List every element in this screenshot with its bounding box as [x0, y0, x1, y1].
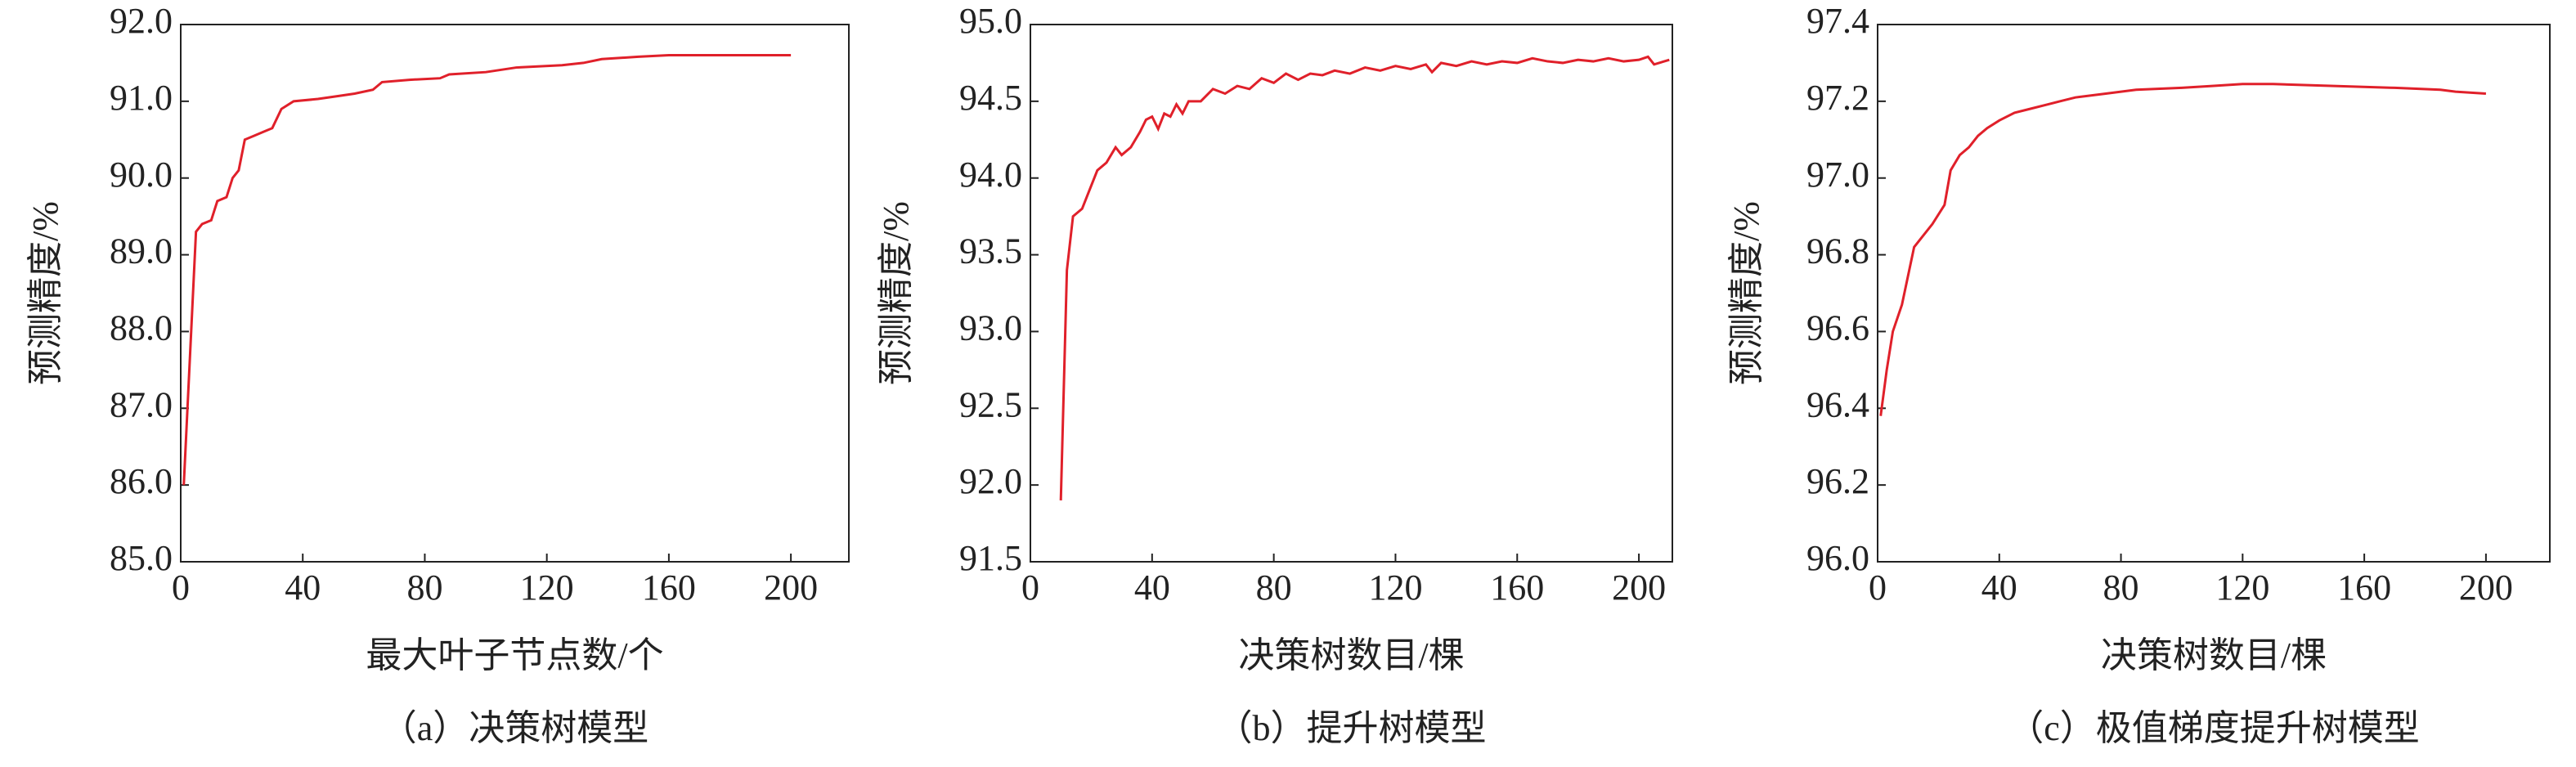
x-tick-label: 80 — [1256, 567, 1292, 608]
y-tick-label: 92.5 — [959, 384, 1022, 424]
x-tick-label: 200 — [764, 567, 818, 608]
y-tick-label: 97.2 — [1806, 78, 1869, 118]
y-tick-label: 96.8 — [1806, 231, 1869, 271]
x-axis-label: 决策树数目/棵 — [2101, 635, 2327, 675]
panel-caption: （c）极值梯度提升树模型 — [2008, 708, 2420, 748]
data-line — [1879, 83, 2486, 416]
x-tick-label: 160 — [2337, 567, 2391, 608]
plot-frame — [1877, 24, 2551, 563]
x-tick-label: 200 — [2459, 567, 2513, 608]
y-tick-label: 97.4 — [1806, 1, 1869, 41]
x-tick-label: 80 — [2103, 567, 2139, 608]
x-tick-label: 200 — [1612, 567, 1666, 608]
x-tick-label: 0 — [1021, 567, 1039, 608]
x-tick-label: 120 — [2215, 567, 2269, 608]
x-axis-label: 最大叶子节点数/个 — [366, 635, 663, 675]
y-axis-label: 预测精度/% — [1726, 201, 1766, 385]
y-tick-label: 93.5 — [959, 231, 1022, 271]
x-tick-label: 0 — [1869, 567, 1887, 608]
y-tick-label: 96.6 — [1806, 308, 1869, 348]
y-tick-label: 96.2 — [1806, 461, 1869, 501]
panel-caption: （a）决策树模型 — [381, 708, 649, 748]
x-tick-label: 80 — [406, 567, 442, 608]
x-tick-label: 40 — [1134, 567, 1170, 608]
y-tick-label: 94.0 — [959, 155, 1022, 195]
y-axis-label: 预测精度/% — [876, 201, 916, 385]
y-tick-label: 90.0 — [110, 155, 173, 195]
x-tick-label: 40 — [1981, 567, 2017, 608]
y-tick-label: 87.0 — [110, 384, 173, 424]
y-tick-label: 94.5 — [959, 78, 1022, 118]
y-tick-label: 91.0 — [110, 78, 173, 118]
data-line — [1059, 55, 1670, 500]
x-tick-label: 120 — [1368, 567, 1422, 608]
plot-frame — [180, 24, 850, 563]
y-tick-label: 89.0 — [110, 231, 173, 271]
y-tick-label: 88.0 — [110, 308, 173, 348]
y-tick-label: 91.5 — [959, 538, 1022, 578]
x-tick-label: 0 — [172, 567, 190, 608]
x-tick-label: 160 — [1490, 567, 1544, 608]
y-axis-label: 预测精度/% — [25, 201, 65, 385]
data-line — [182, 54, 792, 486]
y-tick-label: 93.0 — [959, 308, 1022, 348]
x-tick-label: 160 — [642, 567, 696, 608]
x-axis-label: 决策树数目/棵 — [1238, 635, 1464, 675]
x-tick-label: 120 — [520, 567, 574, 608]
y-tick-label: 96.0 — [1806, 538, 1869, 578]
x-tick-label: 40 — [285, 567, 321, 608]
y-tick-label: 86.0 — [110, 461, 173, 501]
y-tick-label: 95.0 — [959, 1, 1022, 41]
y-tick-label: 96.4 — [1806, 384, 1869, 424]
y-tick-label: 92.0 — [959, 461, 1022, 501]
y-tick-label: 92.0 — [110, 1, 173, 41]
panel-caption: （b）提升树模型 — [1217, 708, 1487, 748]
y-tick-label: 97.0 — [1806, 155, 1869, 195]
plot-frame — [1030, 24, 1673, 563]
y-tick-label: 85.0 — [110, 538, 173, 578]
